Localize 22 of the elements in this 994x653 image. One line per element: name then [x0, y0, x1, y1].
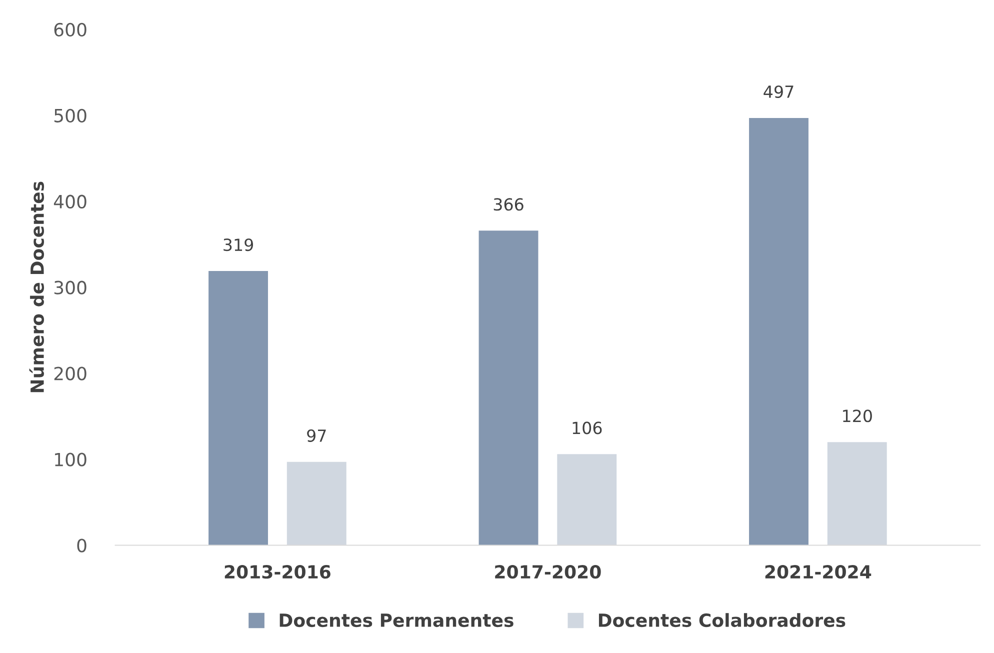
bar — [478, 230, 538, 546]
y-tick-label: 0 — [77, 538, 86, 552]
x-tick-label: 2021-2024 — [765, 565, 872, 579]
y-tick-label: 600 — [54, 22, 86, 36]
x-tick-label: 2017-2020 — [495, 565, 601, 579]
bar — [749, 118, 808, 546]
y-tick-label: 400 — [54, 194, 86, 208]
data-label: 366 — [494, 198, 524, 211]
data-label: 106 — [572, 422, 602, 434]
legend-label: Docentes Permanentes — [280, 614, 514, 628]
y-tick-label: 200 — [54, 366, 86, 380]
y-tick-label: 500 — [54, 108, 86, 122]
bar — [208, 270, 268, 546]
x-tick-label: 2013-2016 — [224, 565, 330, 579]
y-tick-label: 100 — [55, 452, 86, 466]
data-label: 319 — [224, 238, 253, 252]
y-tick-label: 300 — [54, 280, 86, 294]
y-axis-title: Número de Docentes — [29, 182, 44, 392]
data-label: 497 — [764, 85, 794, 98]
data-label: 97 — [307, 429, 326, 442]
data-label: 120 — [843, 410, 872, 422]
legend-label: Docentes Colaboradores — [598, 613, 846, 628]
